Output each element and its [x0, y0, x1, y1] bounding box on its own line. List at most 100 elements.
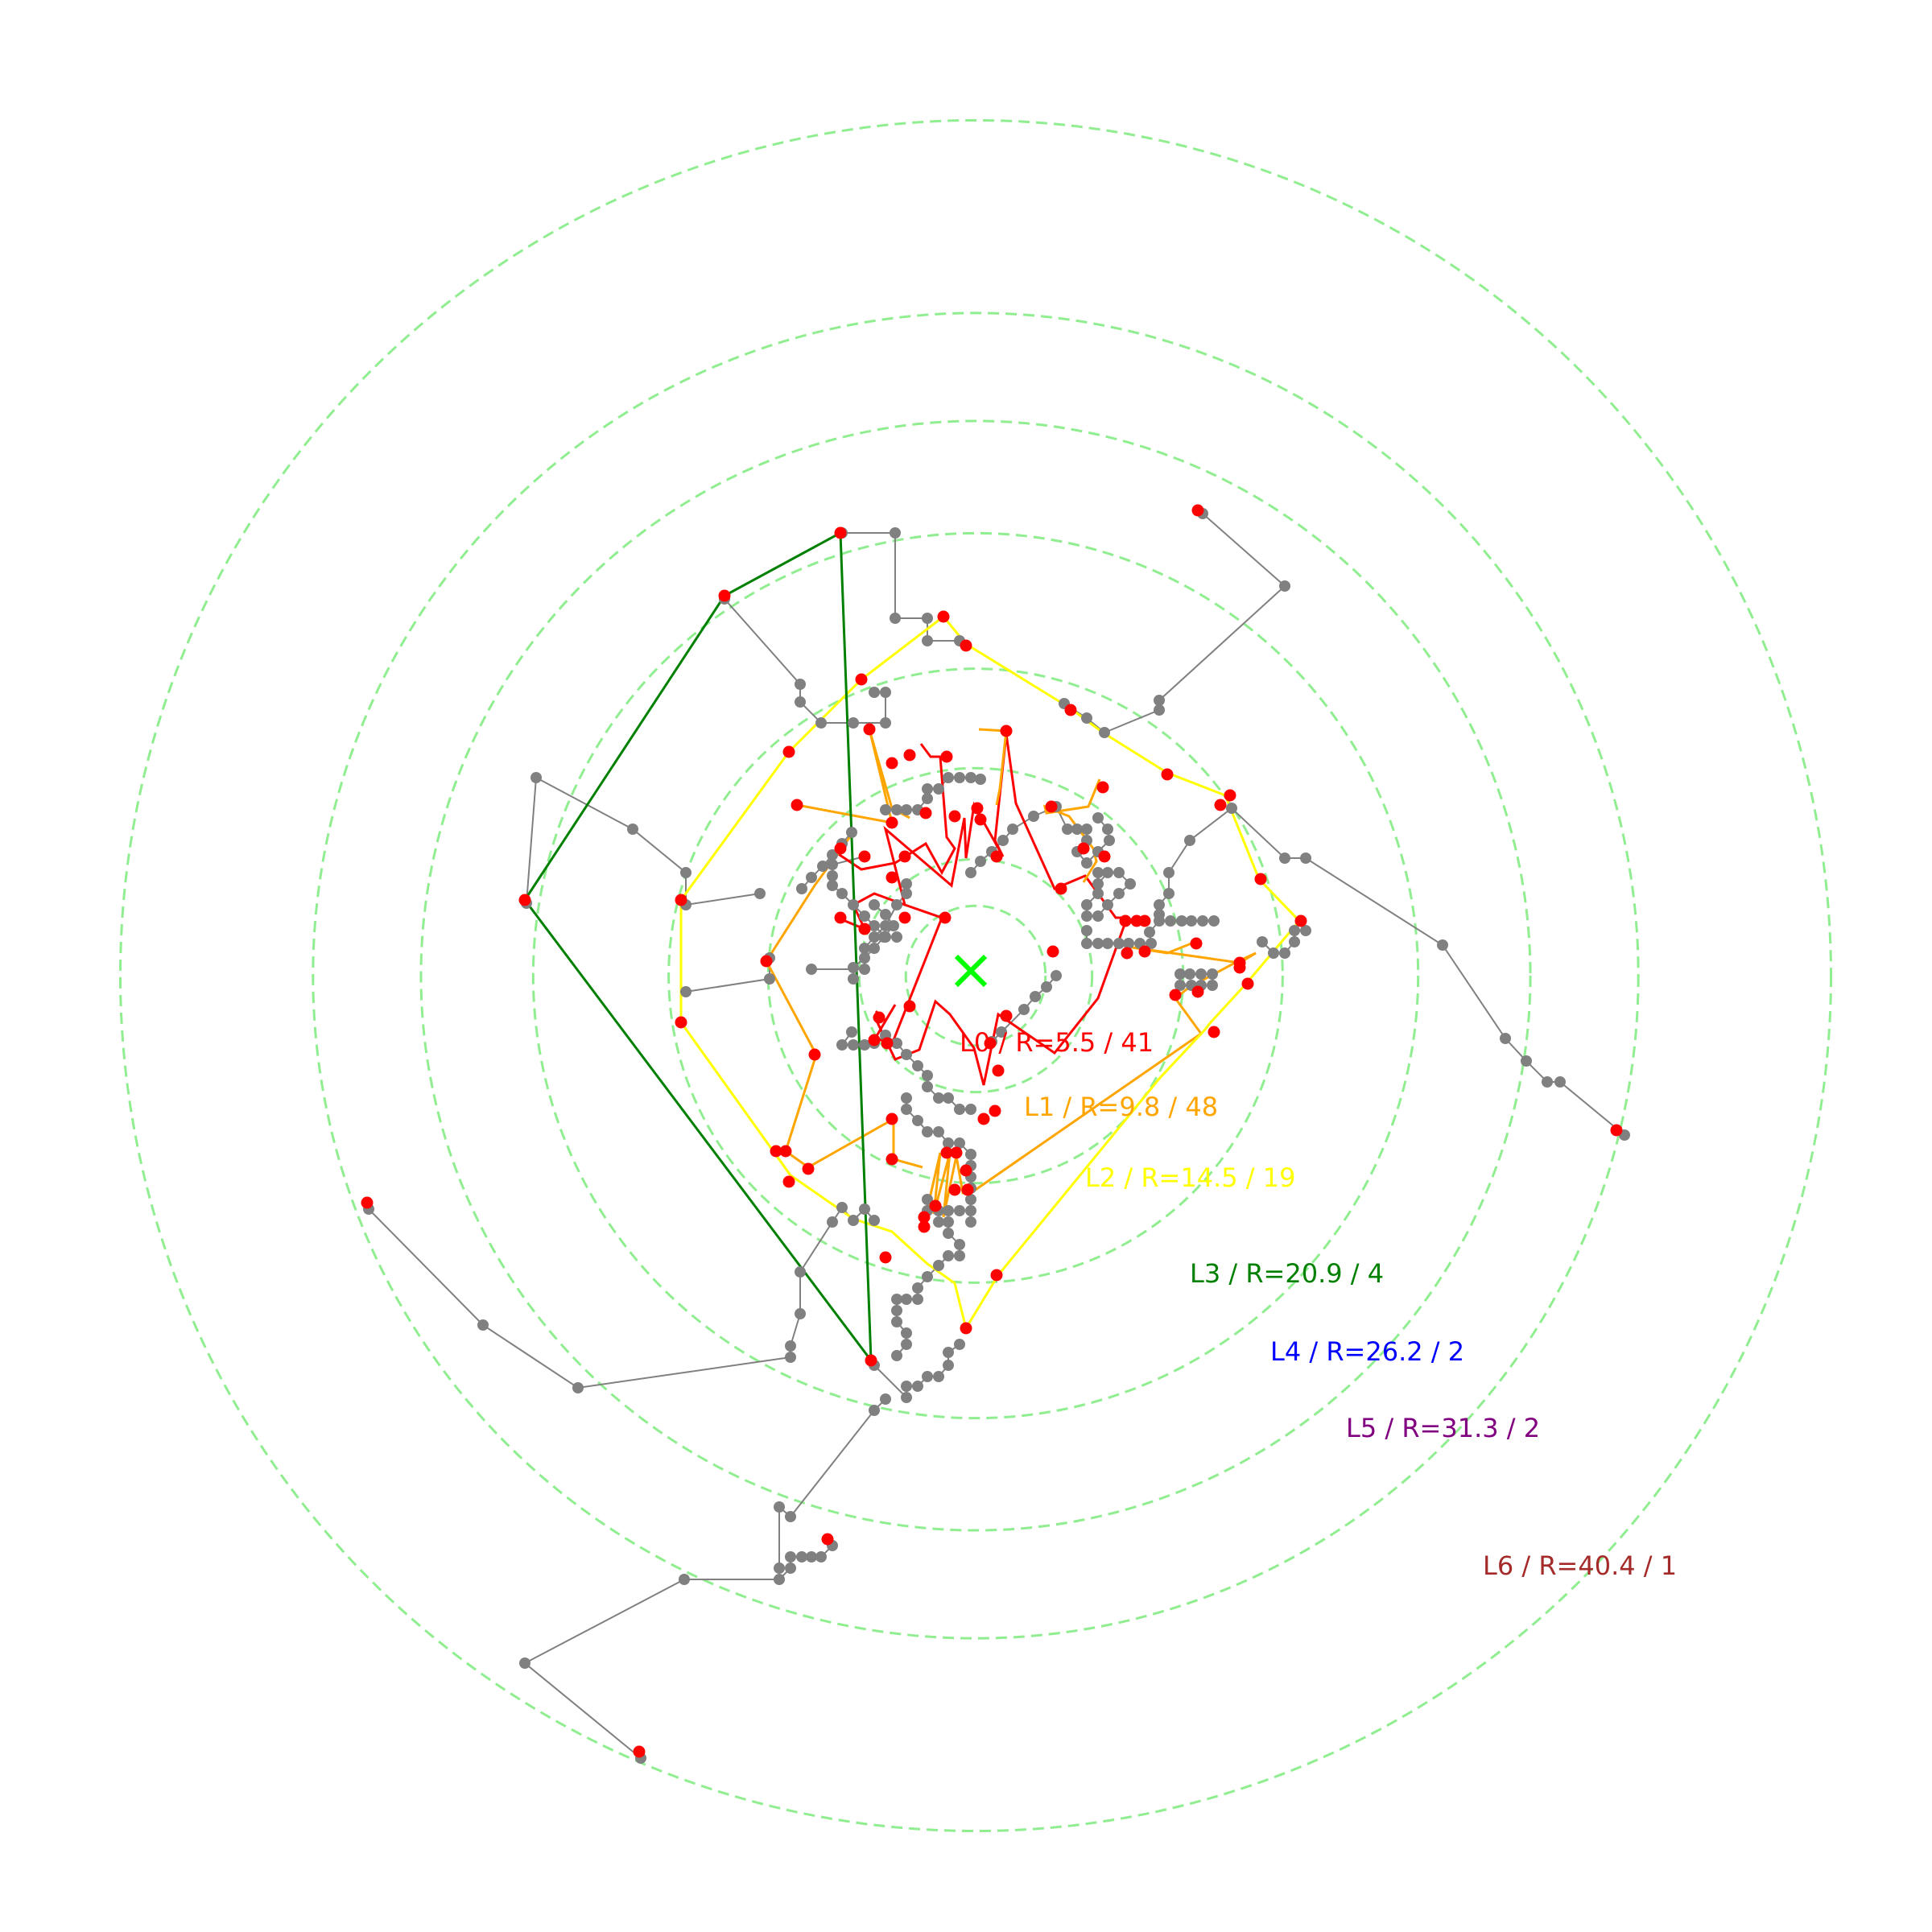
graph-node — [848, 899, 859, 910]
graph-node — [943, 1250, 954, 1261]
layer-label-l2: L2 / R=14.5 / 19 — [1085, 1162, 1295, 1193]
graph-node — [901, 878, 912, 890]
boundary-node — [1119, 914, 1132, 927]
graph-node — [1144, 927, 1155, 938]
graph-node — [1163, 888, 1174, 899]
graph-node — [922, 1371, 933, 1382]
graph-node — [1154, 915, 1165, 927]
graph-node — [1207, 968, 1218, 980]
graph-node — [1092, 938, 1104, 949]
graph-node — [933, 1092, 944, 1104]
layer-ring-0 — [904, 904, 1047, 1047]
graph-node — [1165, 915, 1176, 927]
boundary-node — [1064, 704, 1077, 716]
boundary-node — [863, 723, 876, 736]
graph-edge — [523, 1545, 833, 1759]
graph-node — [1154, 695, 1165, 706]
graph-node — [997, 835, 1009, 846]
graph-node — [922, 1081, 933, 1092]
graph-edge — [526, 777, 537, 904]
boundary-node — [990, 1269, 1003, 1282]
graph-node — [1123, 938, 1134, 949]
graph-node — [901, 1339, 912, 1350]
center-marker-stroke-b — [954, 954, 988, 988]
graph-node — [1092, 888, 1104, 899]
boundary-node — [1208, 1026, 1220, 1038]
graph-node — [965, 867, 976, 878]
graph-node — [785, 1563, 796, 1574]
graph-node — [1279, 580, 1290, 592]
graph-node — [891, 1038, 902, 1049]
graph-node — [954, 1339, 965, 1350]
graph-node — [975, 774, 986, 785]
graph-node — [891, 899, 902, 910]
graph-edge — [368, 1206, 875, 1389]
boundary-node — [918, 1211, 931, 1224]
boundary-node — [881, 1037, 894, 1050]
graph-node — [965, 1104, 976, 1115]
graph-node — [922, 1126, 933, 1137]
graph-node — [912, 1060, 923, 1071]
graph-node — [572, 1382, 584, 1393]
boundary-node — [929, 1199, 942, 1212]
boundary-node — [903, 749, 916, 762]
graph-node — [827, 859, 838, 870]
boundary-nodes — [361, 504, 1623, 1758]
graph-node — [785, 1551, 796, 1563]
graph-node — [1554, 1076, 1566, 1088]
graph-node — [774, 1563, 785, 1574]
graph-node — [827, 880, 838, 891]
boundary-node — [960, 1164, 972, 1177]
graph-node — [1007, 824, 1018, 835]
boundary-node — [918, 1220, 931, 1233]
graph-node — [806, 1551, 817, 1563]
boundary-node — [718, 589, 731, 602]
graph-node — [869, 931, 880, 943]
graph-node — [806, 964, 817, 975]
graph-node — [1028, 811, 1039, 822]
layer-hull-l0 — [872, 733, 1129, 1086]
graph-node — [922, 1271, 933, 1282]
graph-node — [869, 943, 880, 954]
boundary-node — [1046, 945, 1059, 958]
boundary-node — [886, 757, 898, 770]
graph-node — [922, 613, 933, 624]
boundary-node — [361, 1196, 374, 1209]
graph-node — [954, 1239, 965, 1250]
layer-labels: L0 / R=5.5 / 41 L1 / R=9.8 / 48 L2 / R=1… — [960, 1027, 1677, 1581]
graph-node — [774, 1574, 785, 1585]
layer-ring-1 — [857, 857, 1094, 1094]
boundary-node — [834, 911, 847, 924]
boundary-node — [518, 894, 531, 906]
graph-node — [943, 1347, 954, 1358]
graph-node — [880, 1393, 891, 1405]
boundary-node — [858, 850, 871, 863]
graph-node — [922, 1194, 933, 1205]
boundary-node — [898, 850, 911, 863]
graph-node — [827, 870, 838, 881]
boundary-node — [760, 955, 773, 968]
graph-node — [965, 1194, 976, 1205]
graph-node — [890, 613, 901, 624]
graph-node — [901, 888, 912, 899]
boundary-node — [1191, 504, 1204, 517]
layer-ring-7 — [118, 118, 1833, 1833]
boundary-node — [779, 1145, 792, 1158]
graph-node — [1092, 812, 1104, 824]
boundary-node — [808, 1048, 821, 1061]
layer-label-l6: L6 / R=40.4 / 1 — [1483, 1550, 1677, 1581]
graph-node — [954, 1250, 965, 1261]
graph-node — [1092, 910, 1104, 922]
graph-node — [891, 1350, 902, 1361]
boundary-node — [948, 810, 961, 823]
graph-edges — [368, 513, 1625, 1759]
boundary-node — [770, 1145, 782, 1158]
boundary-node — [1191, 985, 1204, 998]
graph-node — [965, 1216, 976, 1228]
graph-node — [901, 1092, 912, 1104]
layer-label-l4: L4 / R=26.2 / 2 — [1270, 1336, 1464, 1367]
layer-hull-l2 — [679, 614, 1302, 1331]
graph-node — [1051, 970, 1062, 981]
graph-node — [1207, 980, 1218, 991]
graph-node — [1018, 1004, 1030, 1015]
